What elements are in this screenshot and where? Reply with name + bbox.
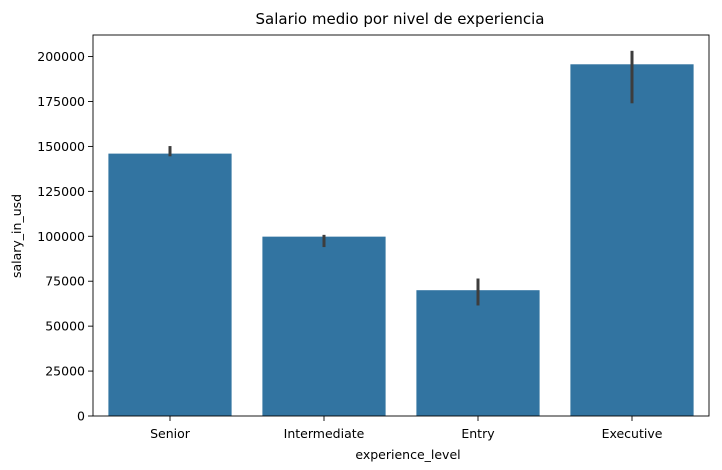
y-tick-label: 100000 <box>37 229 85 244</box>
y-tick-label: 200000 <box>37 49 85 64</box>
x-axis-label: experience_level <box>355 447 460 462</box>
plot-frame <box>92 34 710 417</box>
y-axis-label: salary_in_usd <box>9 194 24 278</box>
x-tick-label: Senior <box>150 426 191 441</box>
y-tick-label: 75000 <box>45 274 85 289</box>
y-tick-label: 175000 <box>37 94 85 109</box>
y-axis: 0 25000 50000 75000 100000 125000 150000 175000… <box>37 49 93 424</box>
x-tick-label: Executive <box>602 426 663 441</box>
y-tick-label: 125000 <box>37 184 85 199</box>
y-tick-label: 150000 <box>37 139 85 154</box>
bars-group <box>108 64 694 416</box>
error-bars-group <box>168 50 634 306</box>
x-tick-label: Intermediate <box>284 426 365 441</box>
bar-executive <box>570 64 694 416</box>
bar-intermediate <box>262 236 386 416</box>
y-tick-label: 0 <box>77 409 85 424</box>
chart-title: Salario medio por nivel de experiencia <box>256 10 545 28</box>
bar-senior <box>108 153 232 416</box>
x-axis: Senior Intermediate Entry Executive <box>150 416 663 441</box>
x-tick-label: Entry <box>461 426 495 441</box>
y-tick-label: 50000 <box>45 319 85 334</box>
bar-entry <box>416 290 540 416</box>
y-tick-label: 25000 <box>45 364 85 379</box>
